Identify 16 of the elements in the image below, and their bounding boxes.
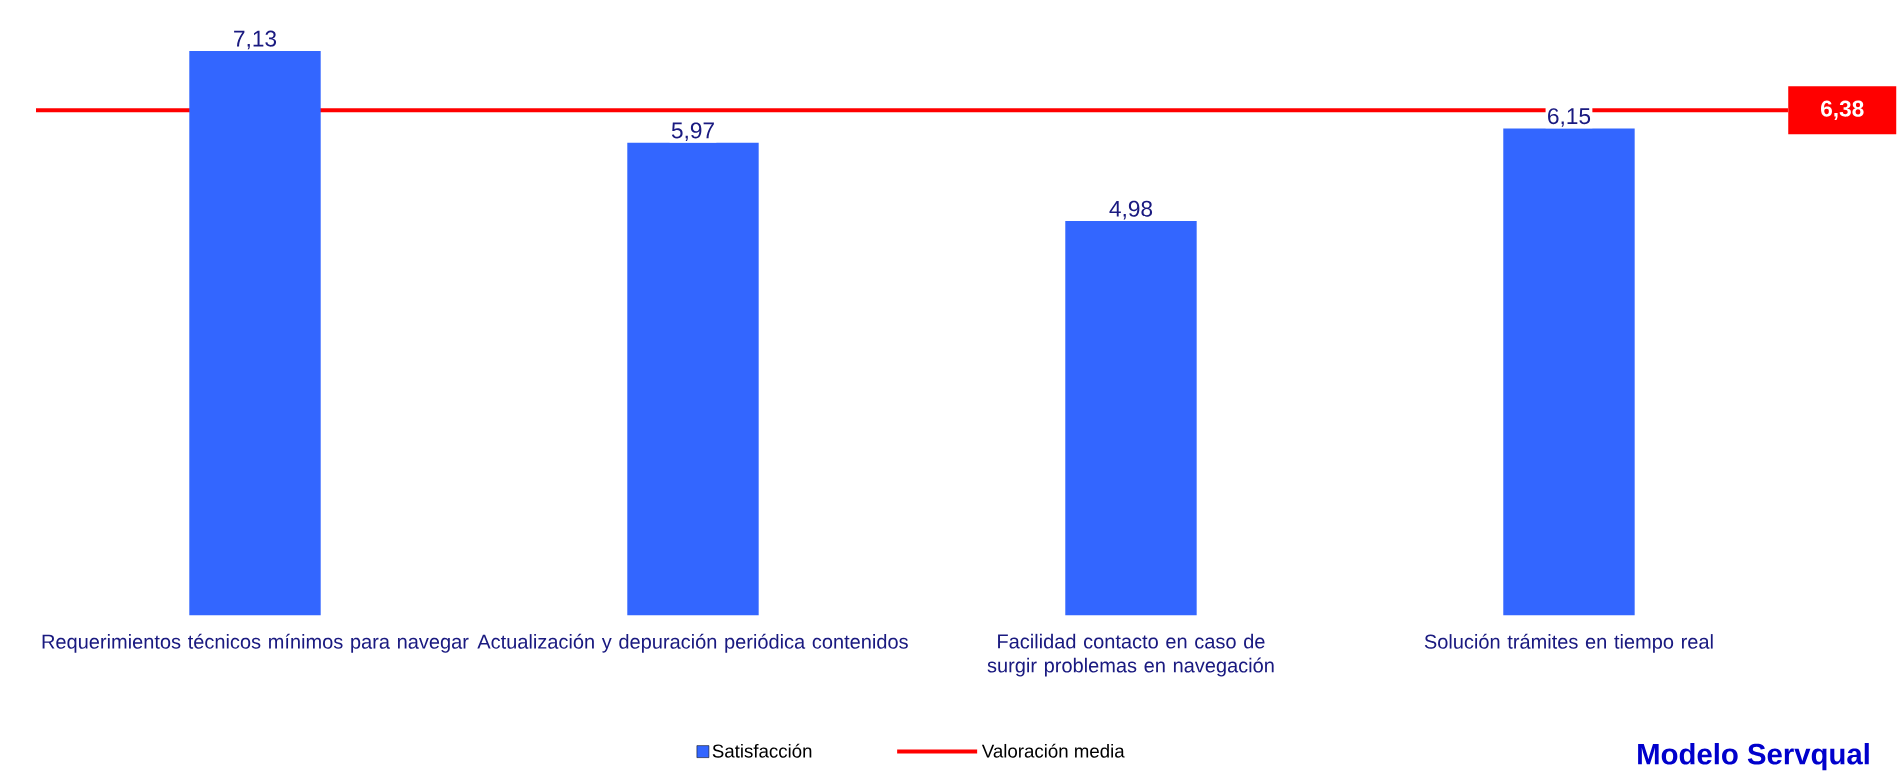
x-tick-label: Facilidad contacto en caso de surgir problemas en navegación	[987, 633, 1274, 677]
legend-label: Satisfacción	[712, 743, 812, 758]
data-label: 5,97	[671, 122, 714, 142]
data-label: 6,15	[1548, 108, 1591, 127]
bar	[189, 50, 321, 616]
ref-line-label: 6,38	[1821, 100, 1864, 120]
bar	[627, 142, 759, 616]
x-tick-label: Solución trámites en tiempo real	[1424, 633, 1713, 653]
x-tick-label: Requerimientos técnicos mínimos para navegar	[42, 633, 469, 653]
x-tick-label: Actualización y depuración periódica contenidos	[477, 633, 908, 653]
bar	[1503, 128, 1635, 616]
bar	[1065, 220, 1197, 616]
text: Modelo Servqual	[1638, 742, 1869, 771]
data-label: 7,13	[234, 30, 277, 50]
text: Valoración media	[981, 743, 1125, 758]
data-label: 4,98	[1109, 200, 1153, 220]
